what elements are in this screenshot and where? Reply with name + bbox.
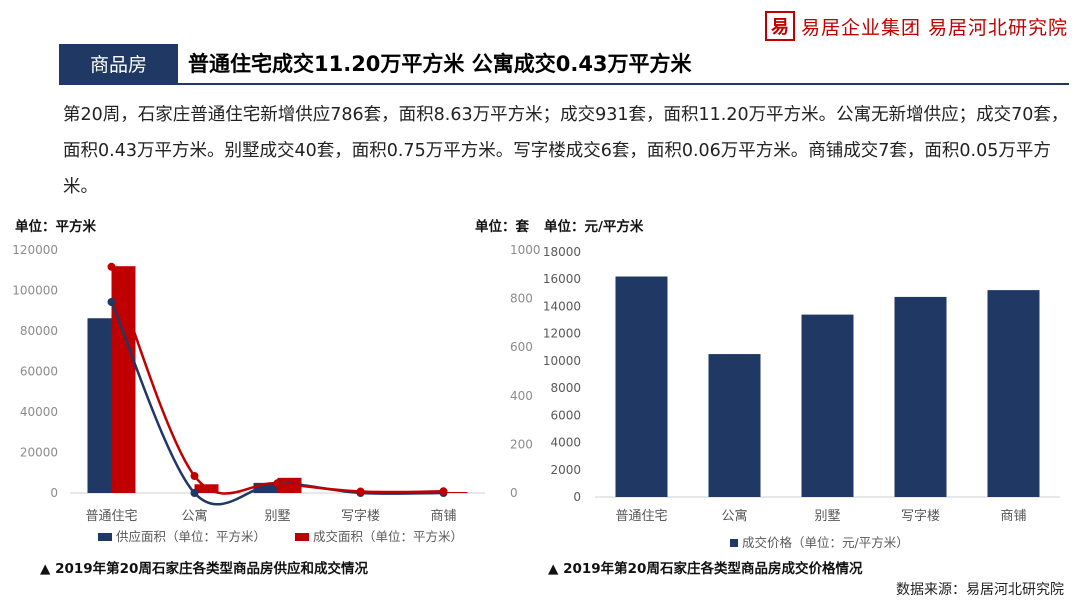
y2-tick-label: 0 [510, 486, 518, 500]
y-tick-label: 6000 [550, 408, 581, 422]
brand-logo-icon: 易 [764, 11, 795, 41]
y2-tick-label: 400 [510, 389, 533, 403]
legend-label-price: 成交价格（单位：元/平方米） [742, 535, 909, 550]
x-tick-label: 别墅 [264, 509, 290, 524]
series-point [273, 479, 282, 488]
x-tick-label: 商铺 [430, 509, 456, 524]
series-point [107, 298, 116, 307]
page-headline: 普通住宅成交11.20万平方米 公寓成交0.43万平方米 [188, 52, 692, 76]
bar-price [708, 354, 761, 497]
x-tick-label: 普通住宅 [85, 509, 137, 524]
right-chart-caption: ▲ 2019年第20周石家庄各类型商品房成交价格情况 [548, 561, 863, 577]
y-tick-label: 60000 [20, 365, 58, 379]
y-tick-label: 12000 [543, 327, 581, 341]
x-tick-label: 写字楼 [341, 509, 380, 524]
y-tick-label: 0 [573, 490, 581, 504]
bar-price [894, 296, 947, 497]
legend-label-transaction: 成交面积（单位：平方米） [313, 529, 463, 544]
summary-text: 第20周，石家庄普通住宅新增供应786套，面积8.63万平方米；成交931套，面… [63, 105, 1069, 197]
legend-label-supply: 供应面积（单位：平方米） [116, 529, 266, 544]
series-point [439, 487, 448, 496]
bar-price [987, 290, 1040, 497]
x-tick-label: 公寓 [721, 508, 747, 524]
x-tick-label: 普通住宅 [615, 509, 667, 524]
header-divider [59, 83, 1069, 85]
y-tick-label: 40000 [20, 405, 58, 419]
y-tick-label: 8000 [550, 381, 581, 395]
bar-transaction-area [443, 491, 468, 493]
y2-tick-label: 600 [510, 340, 533, 354]
series-point [190, 489, 199, 497]
y-tick-label: 16000 [543, 272, 581, 286]
y-tick-label: 18000 [543, 245, 581, 259]
left-chart-unit-label: 单位：平方米 [15, 219, 96, 235]
brand-name: 易居企业集团 易居河北研究院 [800, 16, 1068, 39]
supply-transaction-chart: 0 20000 40000 60000 80000 100000 120000 0 200 400… [12, 243, 541, 544]
legend-swatch-price [730, 539, 738, 547]
y-tick-label: 10000 [543, 354, 581, 368]
y2-tick-label: 800 [510, 292, 533, 306]
right-chart-unit-label: 单位：元/平方米 [544, 219, 644, 235]
x-tick-label: 写字楼 [901, 509, 940, 524]
y-tick-label: 120000 [12, 243, 58, 257]
y-tick-label: 14000 [543, 299, 581, 313]
y-tick-label: 2000 [550, 463, 581, 477]
x-tick-label: 公寓 [181, 508, 207, 524]
price-chart: 0 2000 4000 6000 8000 10000 12000 14000 16000 180… [543, 245, 1060, 550]
series-point [107, 262, 116, 271]
legend-swatch-transaction [295, 533, 309, 541]
series-line [110, 301, 444, 506]
bar-supply-area [87, 318, 112, 493]
brand: 易 易居企业集团 易居河北研究院 [764, 8, 1068, 44]
y2-tick-label: 200 [510, 437, 533, 451]
y2-tick-label: 1000 [510, 243, 541, 257]
series-line [110, 266, 444, 495]
left-chart-caption: ▲ 2019年第20周石家庄各类型商品房供应和成交情况 [40, 561, 368, 577]
series-point [356, 487, 365, 496]
series-point [190, 471, 199, 480]
y-tick-label: 20000 [20, 446, 58, 460]
y-tick-label: 80000 [20, 324, 58, 338]
legend-swatch-supply [98, 533, 112, 541]
bar-supply-area [253, 482, 278, 493]
y-tick-label: 0 [50, 486, 58, 500]
left-chart-secondary-unit-label: 单位：套 [475, 219, 529, 235]
section-tag: 商品房 [59, 44, 178, 83]
y-tick-label: 4000 [550, 436, 581, 450]
bar-price [801, 314, 854, 497]
y-tick-label: 100000 [12, 284, 58, 298]
x-tick-label: 商铺 [1000, 509, 1026, 524]
bar-price [615, 276, 668, 497]
data-source: 数据来源：易居河北研究院 [896, 582, 1064, 598]
x-tick-label: 别墅 [814, 509, 840, 524]
